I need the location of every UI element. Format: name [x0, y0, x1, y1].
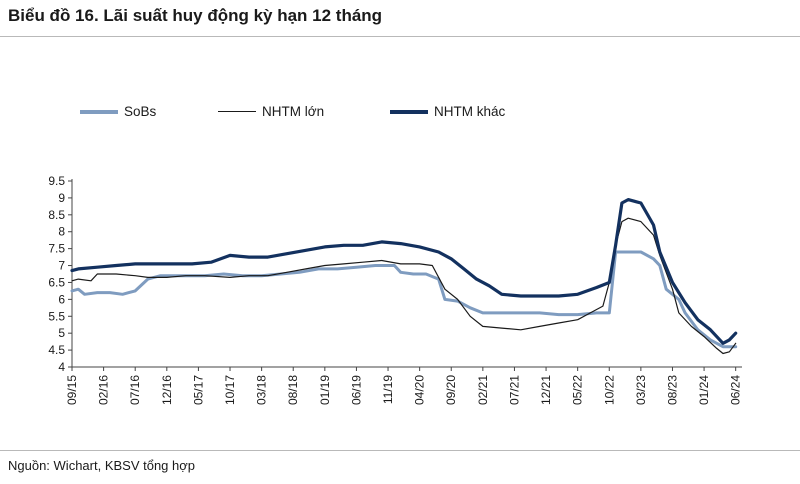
y-tick-label: 5.5 — [48, 309, 65, 323]
x-tick-label: 12/16 — [160, 375, 174, 405]
y-tick-label: 9 — [58, 191, 65, 205]
legend-swatch-nhtm-khac — [390, 109, 428, 114]
x-tick-label: 05/17 — [191, 375, 205, 405]
y-tick-label: 7 — [58, 259, 65, 273]
legend-item-sobs: SoBs — [80, 104, 156, 119]
legend-item-nhtm-lon: NHTM lớn — [218, 104, 324, 119]
source-divider — [0, 450, 800, 451]
chart-source: Nguồn: Wichart, KBSV tổng hợp — [8, 458, 196, 473]
x-tick-label: 07/21 — [507, 375, 521, 405]
y-tick-label: 5 — [58, 326, 65, 340]
chart-legend: SoBs NHTM lớn NHTM khác — [0, 104, 800, 124]
legend-label-nhtm-khac: NHTM khác — [434, 104, 506, 119]
x-tick-label: 09/15 — [65, 375, 79, 405]
chart-series — [70, 198, 738, 355]
y-tick-label: 8 — [58, 225, 65, 239]
x-tick-label: 04/20 — [413, 375, 427, 405]
y-tick-label: 7.5 — [48, 242, 65, 256]
series-line-sobs — [70, 250, 738, 349]
series-line-nhtm-lon — [71, 217, 737, 355]
chart-title: Biểu đồ 16. Lãi suất huy động kỳ hạn 12 … — [8, 6, 383, 25]
x-tick-label: 01/24 — [697, 375, 711, 405]
y-tick-label: 4.5 — [48, 343, 65, 357]
x-tick-label: 02/21 — [476, 375, 490, 405]
legend-label-nhtm-lon: NHTM lớn — [262, 104, 325, 119]
y-tick-label: 8.5 — [48, 208, 65, 222]
title-divider — [0, 36, 800, 37]
x-tick-label: 03/23 — [634, 375, 648, 405]
x-tick-label: 11/19 — [381, 375, 395, 404]
x-tick-label: 02/16 — [97, 375, 111, 405]
x-tick-label: 10/22 — [602, 375, 616, 405]
series-line-nhtm-khac — [70, 198, 738, 345]
y-tick-label: 9.5 — [48, 174, 65, 188]
x-tick-label: 06/24 — [729, 375, 743, 405]
chart-axes: 4 4.5 5 5.5 6 6.5 7 7.5 8 8.5 9 9.5 09/15 02/16 07/16 1… — [48, 174, 742, 405]
x-tick-label: 09/20 — [444, 375, 458, 405]
legend-swatch-nhtm-lon — [218, 110, 256, 113]
y-tick-label: 6 — [58, 292, 65, 306]
x-tick-label: 03/18 — [255, 375, 269, 405]
x-tick-label: 06/19 — [349, 375, 363, 405]
legend-item-nhtm-khac: NHTM khác — [390, 104, 505, 119]
x-tick-label: 10/17 — [223, 375, 237, 405]
x-tick-label: 08/23 — [665, 375, 679, 405]
legend-label-sobs: SoBs — [124, 104, 157, 119]
y-tick-label: 4 — [58, 360, 65, 374]
x-tick-label: 01/19 — [318, 375, 332, 405]
y-tick-label: 6.5 — [48, 275, 65, 289]
legend-swatch-sobs — [80, 109, 118, 114]
x-tick-label: 07/16 — [128, 375, 142, 405]
x-tick-label: 12/21 — [539, 375, 553, 405]
x-tick-label: 08/18 — [286, 375, 300, 405]
x-tick-label: 05/22 — [571, 375, 585, 405]
